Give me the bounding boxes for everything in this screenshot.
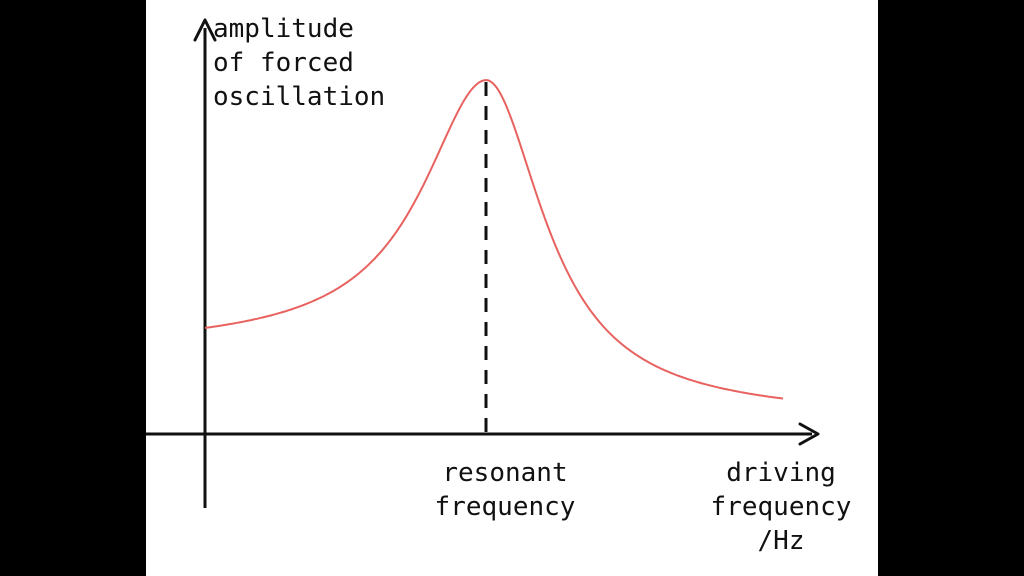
x-axis-label-line-1: driving <box>726 458 836 488</box>
y-axis-label: amplitude of forced oscillation <box>213 12 385 114</box>
y-axis-label-line-1: amplitude <box>213 14 354 44</box>
y-axis-label-line-2: of forced <box>213 48 354 78</box>
y-axis-label-line-3: oscillation <box>213 82 386 112</box>
resonant-frequency-label: resonant frequency <box>420 456 590 524</box>
resonant-frequency-label-line-2: frequency <box>434 492 576 522</box>
x-axis-label-line-3: /Hz <box>757 526 805 556</box>
diagram-panel <box>146 0 878 576</box>
x-axis-arrowhead <box>798 422 820 446</box>
resonance-curve <box>204 79 784 400</box>
x-axis-label: driving frequency /Hz <box>697 456 865 558</box>
x-axis-label-line-2: frequency <box>710 492 852 522</box>
y-axis-arrowhead <box>193 18 217 42</box>
resonant-frequency-label-line-1: resonant <box>442 458 568 488</box>
